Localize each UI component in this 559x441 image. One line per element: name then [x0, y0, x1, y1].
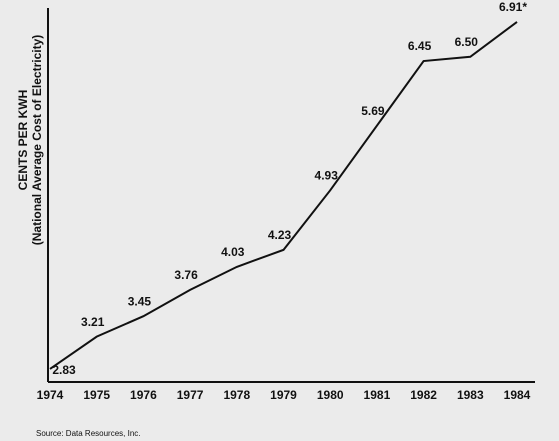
data-label: 3.21 [81, 315, 105, 329]
x-tick-label: 1983 [457, 388, 484, 402]
data-label: 4.23 [268, 228, 292, 242]
x-tick-label: 1982 [410, 388, 437, 402]
source: Source: Data Resources, Inc. [36, 429, 141, 438]
data-label: 6.50 [455, 35, 479, 49]
y-axis-title: CENTS PER KWH [16, 90, 30, 191]
data-label: 4.93 [315, 168, 339, 182]
data-label: 6.91* [499, 0, 527, 14]
y-axis-subtitle: (National Average Cost of Electricity) [30, 35, 44, 246]
data-label: 3.45 [128, 294, 152, 308]
x-tick-label: 1975 [83, 388, 110, 402]
x-tick-label: 1974 [37, 388, 64, 402]
x-tick-label: 1979 [270, 388, 297, 402]
x-tick-label: 1981 [364, 388, 391, 402]
data-label: 6.45 [408, 39, 432, 53]
chart: CENTS PER KWH (National Average Cost of … [0, 0, 559, 441]
x-tick-label: 1976 [130, 388, 157, 402]
data-label: 4.03 [221, 245, 245, 259]
data-label: 5.69 [361, 104, 385, 118]
x-tick-label: 1977 [177, 388, 204, 402]
x-tick-label: 1980 [317, 388, 344, 402]
x-tick-label: 1978 [223, 388, 250, 402]
data-label: 2.83 [52, 363, 76, 377]
x-tick-label: 1984 [504, 388, 531, 402]
background [0, 0, 559, 441]
data-label: 3.76 [174, 268, 198, 282]
